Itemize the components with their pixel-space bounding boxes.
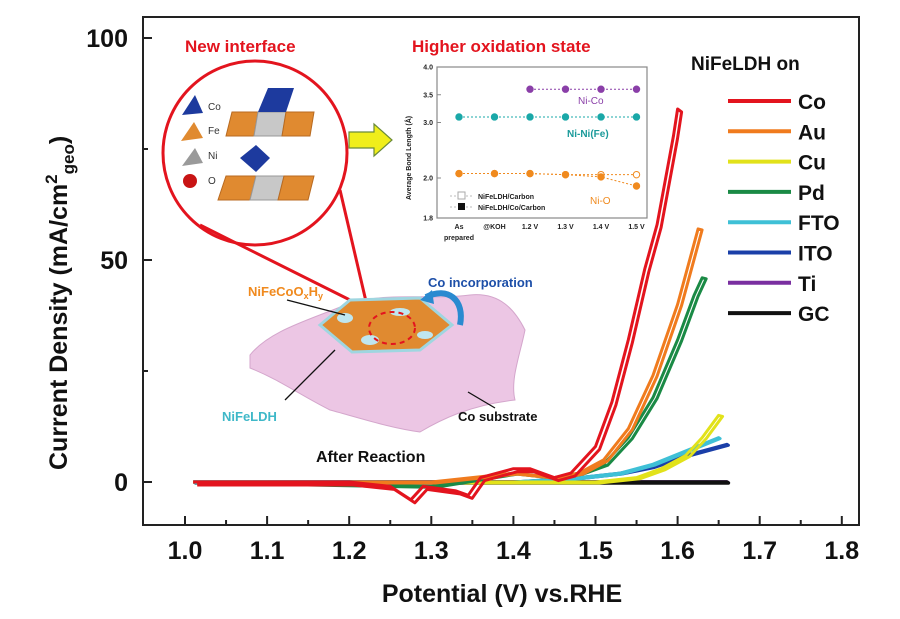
nifeldh-label: NiFeLDH	[222, 409, 277, 424]
o-atom-icon	[183, 174, 197, 188]
inset-line	[459, 173, 637, 187]
crystal-structure-illustration: Co Fe Ni O New interface	[161, 37, 371, 312]
nifeldh-hexagon	[317, 296, 455, 354]
inset-series	[455, 85, 641, 190]
co-incorporation-label: Co incorporation	[428, 275, 533, 290]
series-line-co	[193, 107, 684, 505]
legend: NiFeLDH on Co Au Cu Pd FTO ITO Ti GC	[691, 54, 840, 326]
inset-point	[597, 173, 605, 181]
magnifier-line-right	[338, 189, 370, 311]
inset-y-tick-label: 3.0	[423, 120, 433, 127]
inset-label-ni-ni: Ni-Ni(Fe)	[567, 129, 609, 140]
inset-x-label: 1.3 V	[557, 224, 574, 231]
inset-point	[597, 85, 605, 93]
inset-point	[526, 169, 534, 178]
legend-title: NiFeLDH on	[691, 54, 800, 75]
legend-label-cu: Cu	[798, 152, 826, 175]
ldh-layer-bottom	[217, 145, 315, 201]
legend-label-fto: FTO	[798, 212, 840, 235]
inset-x-label: 1.4 V	[593, 224, 610, 231]
x-tick-label: 1.7	[742, 537, 777, 565]
inset-x-labels: As prepared @KOH 1.2 V 1.3 V 1.4 V 1.5 V	[444, 224, 645, 242]
inset-frame	[436, 66, 648, 219]
inset-point	[526, 113, 534, 121]
inset-label-ni-co: Ni-Co	[578, 96, 604, 107]
inset-point	[526, 85, 534, 93]
inset-y-tick-label: 1.8	[423, 216, 433, 223]
inset-y-tick-label: 4.0	[423, 65, 433, 72]
co-tetrahedron-icon	[182, 95, 203, 115]
inset-x-label: 1.2 V	[522, 224, 539, 231]
x-tick-label: 1.4	[496, 537, 531, 565]
magnifier-line-left	[199, 223, 371, 312]
inset-point	[490, 113, 499, 121]
inset-point	[632, 113, 641, 121]
legend-label-pd: Pd	[798, 182, 825, 205]
higher-oxidation-label: Higher oxidation state	[412, 37, 591, 56]
series-group	[193, 107, 731, 505]
crystal-legend-co: Co	[208, 102, 221, 113]
inset-x-label: 1.5 V	[628, 224, 645, 231]
crystal-legend-ni: Ni	[208, 151, 217, 162]
series-line-fto	[193, 436, 722, 485]
crystal-legend-fe: Fe	[208, 126, 220, 137]
y-tick-label: 50	[100, 247, 128, 275]
y-tick-label: 0	[114, 469, 128, 497]
crystal-legend-o: O	[208, 176, 216, 187]
x-tick-label: 1.8	[824, 537, 859, 565]
inset-point	[632, 85, 641, 93]
inset-point	[490, 169, 499, 178]
new-interface-label: New interface	[185, 37, 296, 56]
after-reaction-label: After Reaction	[316, 449, 425, 466]
series-line-cu	[193, 413, 725, 485]
inset-legend-co-carbon: NiFeLDH/Co/Carbon	[478, 205, 545, 212]
inset-point	[455, 113, 463, 121]
y-tick-label: 100	[86, 25, 128, 53]
inset-label-ni-o: Ni-O	[590, 196, 611, 207]
legend-label-co: Co	[798, 91, 826, 114]
inset-x-label-line2: prepared	[444, 235, 474, 242]
x-tick-label: 1.6	[660, 537, 695, 565]
fe-tetrahedron-icon	[181, 122, 203, 141]
y-axis-ticks: 0 50 100	[86, 25, 152, 497]
arrow-icon	[348, 122, 393, 158]
nifecoo-label: NiFeCoOxHy	[248, 284, 323, 301]
inset-point	[632, 182, 641, 190]
x-tick-label: 1.5	[578, 537, 613, 565]
inset-bond-length-plot: Higher oxidation state 4.0 3.5 3.0 2.0 1.8 A…	[404, 37, 648, 242]
substrate-illustration: NiFeCoOxHy Co incorporation NiFeLDH Co s…	[222, 275, 537, 466]
inset-point	[632, 170, 641, 179]
x-axis-ticks: 1.0 1.1 1.2 1.3 1.4 1.5 1.6 1.7 1.8	[168, 516, 859, 565]
x-tick-label: 1.2	[332, 537, 367, 565]
co-substrate-label: Co substrate	[458, 409, 537, 424]
legend-label-gc: GC	[798, 303, 830, 326]
legend-label-ito: ITO	[798, 243, 833, 266]
ni-tetrahedron-icon	[182, 148, 203, 166]
legend-label-au: Au	[798, 121, 826, 144]
inset-x-label: As	[455, 224, 464, 231]
x-axis-title: Potential (V) vs.RHE	[382, 580, 622, 608]
inset-point	[561, 113, 570, 121]
plot-frame	[142, 16, 860, 526]
inset-y-ticks: 4.0 3.5 3.0 2.0 1.8	[423, 65, 441, 223]
y-axis-title: Current Density (mA/cm2geo)	[42, 136, 78, 470]
inset-y-tick-label: 2.0	[423, 176, 433, 183]
inset-x-label: @KOH	[483, 224, 505, 231]
inset-y-tick-label: 3.5	[423, 92, 433, 99]
legend-label-ti: Ti	[798, 273, 816, 296]
inset-point	[561, 170, 570, 179]
inset-point	[455, 169, 463, 178]
inset-legend-carbon: NiFeLDH/Carbon	[478, 194, 534, 201]
inset-point	[597, 113, 605, 121]
inset-legend: NiFeLDH/Carbon NiFeLDH/Co/Carbon	[450, 191, 545, 212]
x-tick-label: 1.1	[250, 537, 285, 565]
x-tick-label: 1.0	[168, 537, 203, 565]
ldh-layer-top	[225, 88, 315, 137]
x-tick-label: 1.3	[414, 537, 449, 565]
inset-y-title: Average Bond Length (Å)	[404, 116, 413, 200]
inset-point	[561, 85, 570, 93]
